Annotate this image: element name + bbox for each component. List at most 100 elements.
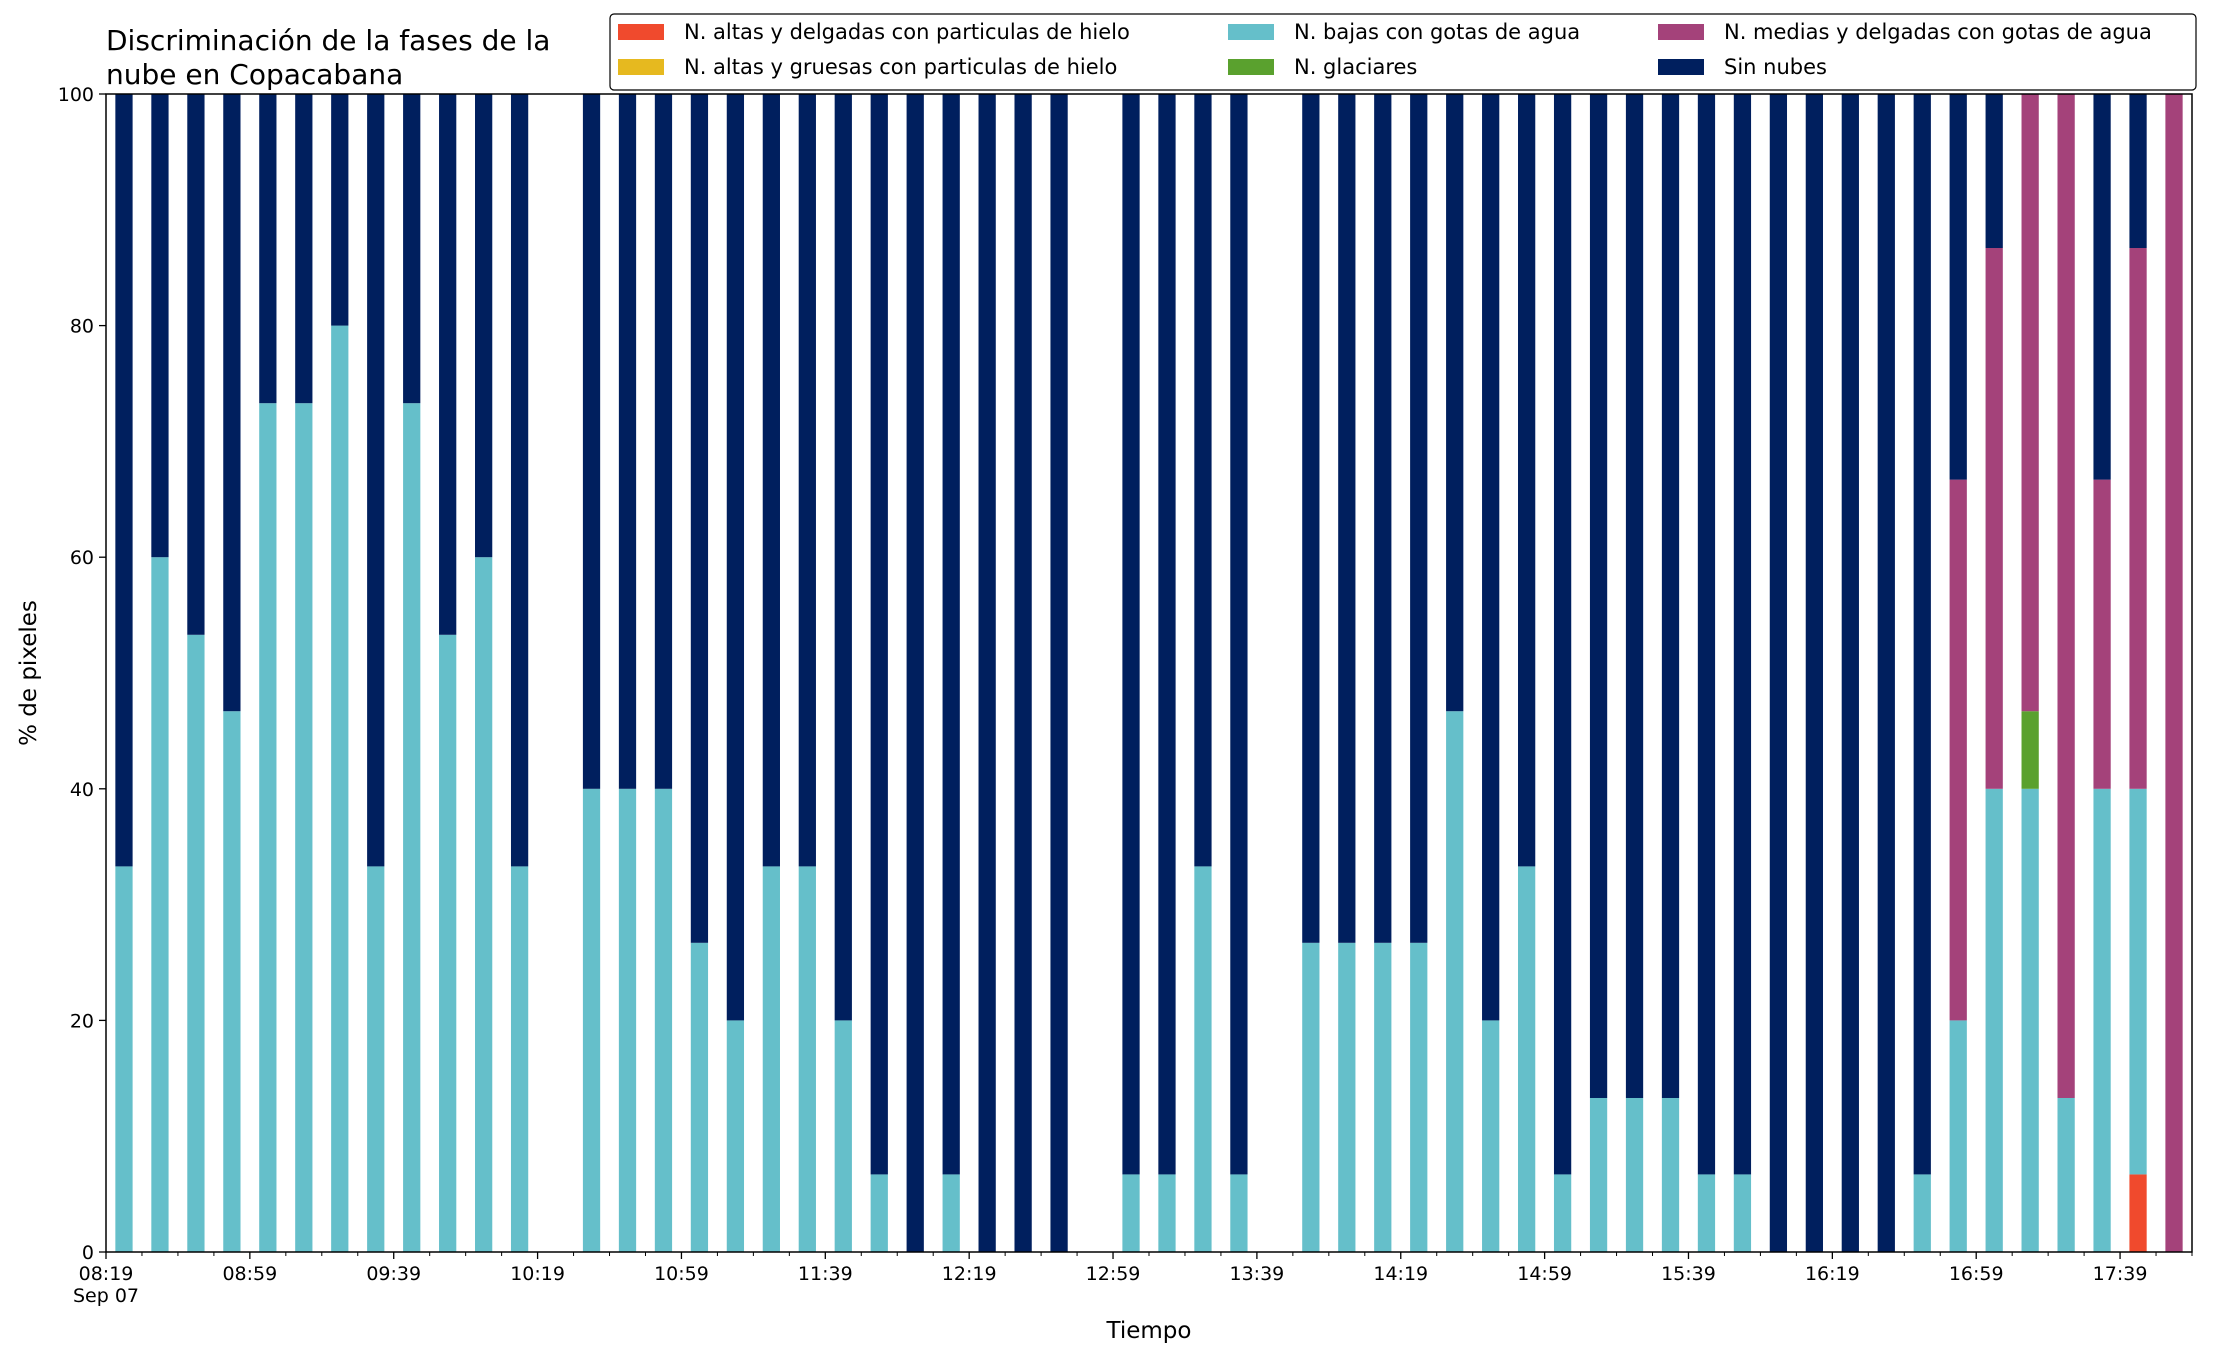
bar-segment <box>1949 94 1967 480</box>
legend-item: N. altas y delgadas con particulas de hi… <box>618 20 1130 44</box>
legend-label: N. glaciares <box>1294 55 1417 79</box>
bar-segment <box>151 557 169 1252</box>
legend-item: N. bajas con gotas de agua <box>1228 20 1580 44</box>
x-axis-label: Tiempo <box>1106 1318 1192 1344</box>
bar-segment <box>1230 94 1248 1175</box>
legend-item: N. glaciares <box>1228 55 1417 79</box>
bar-segment <box>1338 942 1356 1252</box>
title-text: Discriminación de la fases de la nube en … <box>106 24 550 91</box>
y-axis: 0 20 40 60 80 100 <box>58 84 106 1264</box>
bar-segment <box>475 557 493 1252</box>
bar-segment <box>403 403 421 1252</box>
bar-segment <box>1805 94 1823 1252</box>
bar-segment <box>259 403 277 1252</box>
bar-segment <box>1985 94 2003 249</box>
y-tick-label: 60 <box>70 547 94 569</box>
x-tick-label: 12:59 <box>1086 1263 1141 1285</box>
x-tick-label: 08:19 <box>79 1263 134 1285</box>
bar-segment <box>1589 1097 1608 1252</box>
bar-segment <box>2129 788 2147 1175</box>
legend-label: N. bajas con gotas de agua <box>1294 20 1580 44</box>
legend-frame <box>609 13 2197 91</box>
y-axis-label: % de pixeles <box>16 600 42 746</box>
bar-segment <box>654 788 673 1252</box>
bar-segment <box>1194 94 1212 867</box>
bar-segment <box>2021 711 2039 789</box>
bar-segment <box>1374 94 1392 943</box>
bar-segment <box>834 94 852 1021</box>
bar-segment <box>1913 94 1931 1175</box>
bar-segment <box>1302 94 1320 943</box>
bar-segment <box>439 94 457 635</box>
legend-swatch <box>1658 24 1704 40</box>
bar-segment <box>223 711 241 1252</box>
x-tick-label: 17:39 <box>2093 1263 2148 1285</box>
bar-segment <box>1553 94 1572 1175</box>
bar-segment <box>510 866 529 1252</box>
legend-item: N. altas y gruesas con particulas de hie… <box>618 55 1117 79</box>
bar-segment <box>1518 866 1536 1252</box>
bar-segment <box>654 94 673 789</box>
bar-segment <box>1949 1020 1967 1252</box>
bar-segment <box>1913 1174 1931 1252</box>
x-tick-label: 16:59 <box>1949 1263 2004 1285</box>
bar-segment <box>1014 94 1032 1252</box>
bar-segment <box>295 94 313 404</box>
bar-segment <box>798 866 816 1252</box>
y-tick-label: 100 <box>58 84 94 106</box>
bar-segment <box>1230 1174 1248 1252</box>
y-tick-label: 40 <box>70 779 94 801</box>
bar-segment <box>331 325 349 1253</box>
bar-segment <box>2129 248 2147 789</box>
bar-segment <box>2093 94 2111 480</box>
legend-swatch <box>1228 24 1274 40</box>
bar-segment <box>2057 1097 2075 1252</box>
bar-segment <box>582 94 601 789</box>
x-tick-label: 14:59 <box>1517 1263 1572 1285</box>
x-tick-label: 10:19 <box>510 1263 565 1285</box>
bar-segment <box>2165 94 2183 1252</box>
bar-segment <box>1194 866 1212 1252</box>
legend: N. altas y delgadas con particulas de hi… <box>609 13 2197 91</box>
y-tick-label: 0 <box>82 1242 94 1264</box>
y-tick-label: 20 <box>70 1010 94 1032</box>
bar-segment <box>1050 94 1068 1252</box>
bar-segment <box>187 94 205 635</box>
bar-segment <box>475 94 493 558</box>
bar-segment <box>978 94 996 1252</box>
bar-segment <box>2093 479 2111 789</box>
x-tick-label: 12:19 <box>942 1263 997 1285</box>
bar-segment <box>1302 942 1320 1252</box>
bar-segment <box>1158 94 1176 1175</box>
x-tick-label: 13:39 <box>1230 1263 1285 1285</box>
bar-segment <box>762 94 780 867</box>
bar-segment <box>331 94 349 326</box>
bar-segment <box>1158 1174 1176 1252</box>
bar-segment <box>1446 94 1464 712</box>
bar-segment <box>870 1174 888 1252</box>
x-tick-label: 11:39 <box>798 1263 853 1285</box>
bar-segment <box>223 94 241 712</box>
bars-layer <box>115 94 2183 1253</box>
bar-segment <box>1553 1174 1572 1252</box>
bar-segment <box>1841 94 1859 1252</box>
bar-segment <box>1589 94 1608 1098</box>
x-tick-label: 08:59 <box>222 1263 277 1285</box>
bar-segment <box>1410 94 1428 943</box>
bar-segment <box>1446 711 1464 1252</box>
bar-segment <box>870 94 888 1175</box>
bar-segment <box>1769 94 1788 1252</box>
bar-segment <box>942 94 960 1175</box>
bar-segment <box>1122 1174 1140 1252</box>
legend-label: N. altas y gruesas con particulas de hie… <box>684 55 1117 79</box>
bar-segment <box>1733 94 1752 1175</box>
bar-segment <box>762 866 780 1252</box>
legend-item: N. medias y delgadas con gotas de agua <box>1658 20 2152 44</box>
legend-label: N. medias y delgadas con gotas de agua <box>1724 20 2152 44</box>
bar-segment <box>1482 1020 1500 1252</box>
bar-segment <box>115 866 133 1252</box>
bar-segment <box>295 403 313 1252</box>
bar-segment <box>1122 94 1140 1175</box>
bar-segment <box>690 94 709 943</box>
